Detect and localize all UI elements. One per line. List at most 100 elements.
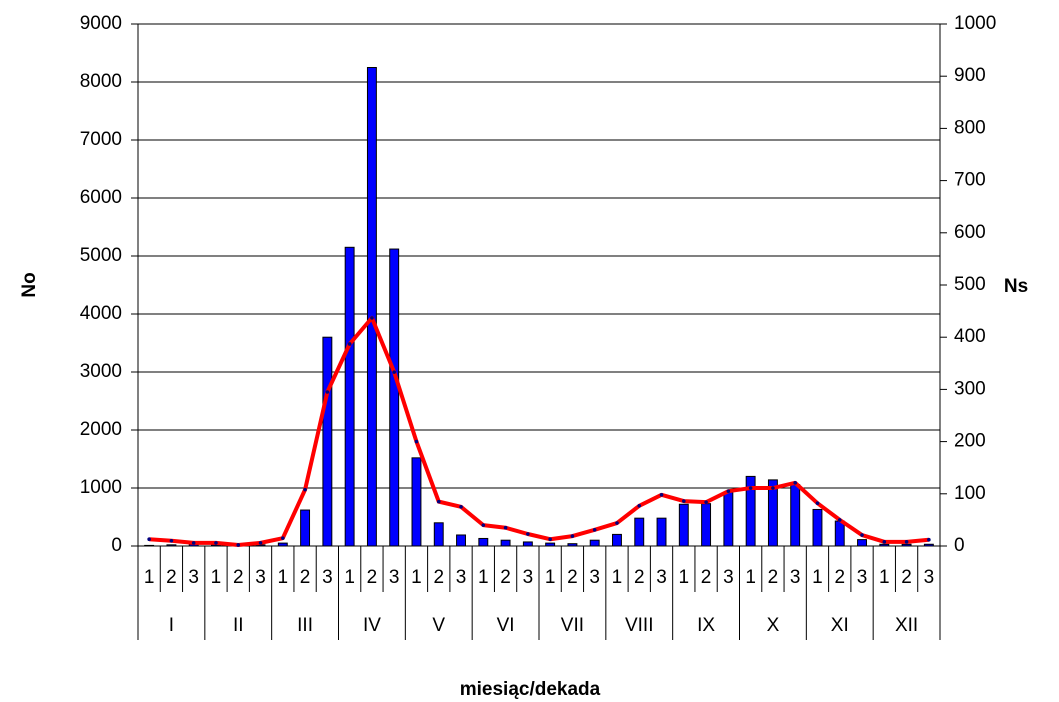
x-group-label: II (233, 615, 244, 636)
line-marker (860, 533, 864, 537)
line-marker (548, 537, 552, 542)
x-tick-label: 2 (367, 567, 378, 588)
line-marker (882, 540, 887, 544)
bar (545, 542, 556, 547)
bar (389, 248, 400, 547)
line-marker (570, 534, 575, 538)
bar (701, 503, 712, 547)
y2-tick-label: 600 (954, 222, 986, 243)
line-marker (526, 532, 530, 536)
line-marker (258, 541, 263, 545)
line-marker (303, 487, 307, 492)
line-marker (748, 486, 753, 490)
line-marker (503, 525, 508, 530)
x-group-label: VIII (625, 615, 654, 636)
line-marker (414, 439, 419, 444)
x-group-label: IV (363, 615, 381, 636)
bar (478, 537, 489, 547)
x-tick-label: 3 (188, 567, 199, 588)
y-tick-label: 4000 (80, 303, 122, 324)
y-tick-label: 5000 (80, 245, 122, 266)
bar (834, 520, 845, 547)
line-marker (481, 523, 486, 527)
y2-tick-label: 800 (954, 117, 986, 138)
line-marker (726, 489, 731, 493)
x-tick-label: 2 (300, 567, 311, 588)
y2-tick-label: 300 (954, 378, 986, 399)
bar (790, 484, 801, 547)
bar (901, 543, 912, 547)
bar (857, 539, 867, 547)
x-tick-label: 2 (834, 567, 845, 588)
bar (411, 457, 422, 547)
y-axis-label: No (19, 272, 40, 297)
y2-tick-label: 0 (954, 535, 965, 556)
x-group-label: I (169, 615, 174, 636)
x-group-label: VI (497, 615, 515, 636)
y-tick-label: 8000 (80, 71, 122, 92)
bar (344, 246, 355, 547)
bar (144, 544, 155, 547)
line-marker (281, 536, 285, 540)
bar (656, 517, 667, 547)
x-group-label: V (432, 615, 445, 636)
x-tick-label: 3 (255, 567, 266, 588)
x-group-label: III (297, 615, 313, 636)
bar (433, 522, 444, 547)
x-tick-label: 3 (656, 567, 667, 588)
bar (923, 543, 934, 547)
bar (322, 336, 333, 547)
x-group-label: XII (895, 615, 918, 636)
y2-tick-label: 500 (954, 274, 986, 295)
bar (500, 539, 511, 547)
x-tick-label: 2 (768, 567, 779, 588)
bar (634, 517, 645, 547)
line-marker (214, 541, 218, 545)
bar (767, 479, 778, 547)
line-marker (793, 481, 797, 485)
x-tick-label: 1 (745, 567, 756, 588)
line-marker (325, 390, 330, 394)
y2-tick-label: 1000 (954, 13, 996, 34)
line (148, 315, 930, 547)
y-tick-label: 3000 (80, 361, 122, 382)
x-tick-label: 3 (790, 567, 801, 588)
line-marker (169, 538, 174, 543)
x-tick-label: 2 (166, 567, 177, 588)
line-marker (392, 370, 396, 374)
bar (678, 503, 689, 547)
x-group-label: XI (831, 615, 849, 636)
y-tick-label: 7000 (80, 129, 122, 150)
x-tick-label: 2 (433, 567, 444, 588)
x-tick-label: 3 (389, 567, 400, 588)
x-tick-label: 3 (723, 567, 734, 588)
line-marker (837, 518, 842, 522)
x-tick-label: 3 (456, 567, 467, 588)
bar (745, 475, 756, 547)
y-tick-label: 6000 (80, 187, 122, 208)
bar (723, 491, 734, 547)
y2-tick-label: 200 (954, 431, 986, 452)
y-tick-label: 9000 (80, 13, 122, 34)
line-marker (436, 499, 441, 504)
y-tick-label: 2000 (80, 419, 122, 440)
y2-tick-label: 700 (954, 170, 986, 191)
bar (166, 544, 177, 547)
line-marker (637, 504, 642, 508)
bar (879, 543, 890, 547)
x-tick-label: 2 (701, 567, 712, 588)
x-tick-label: 1 (545, 567, 556, 588)
x-tick-label: 2 (567, 567, 578, 588)
line-marker (815, 501, 820, 505)
x-tick-label: 3 (523, 567, 534, 588)
line-marker (615, 521, 619, 525)
x-tick-label: 1 (344, 567, 355, 588)
x-tick-label: 3 (322, 567, 333, 588)
line-marker (459, 505, 463, 509)
x-axis-label: miesiąc/dekada (460, 679, 601, 700)
bar (612, 533, 622, 547)
x-tick-label: 2 (500, 567, 511, 588)
y2-tick-label: 100 (954, 483, 986, 504)
bar (812, 508, 823, 547)
